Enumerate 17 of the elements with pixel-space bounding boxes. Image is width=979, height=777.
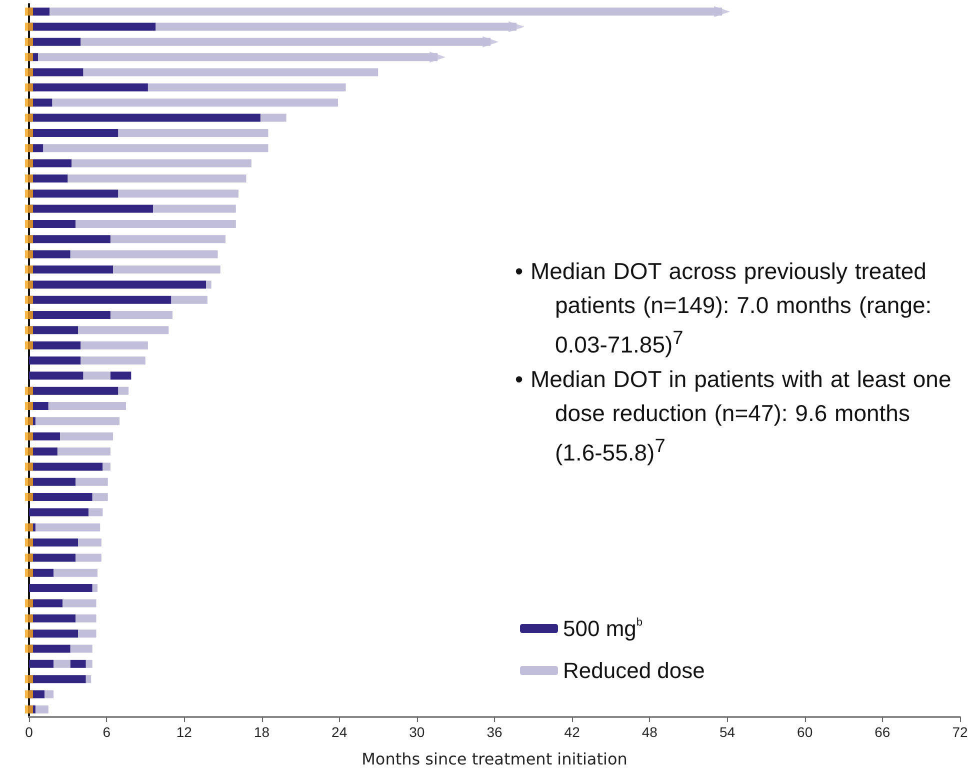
annotation: • Median DOT across previously treated patients (n=149): 7.0 months (range: 0.03-71.85)$^{7}$ bbox=[515, 257, 933, 360]
x-tick-label: 54 bbox=[719, 724, 736, 740]
x-tick-label: 18 bbox=[254, 724, 270, 740]
x-tick-label: 66 bbox=[874, 724, 890, 740]
x-tick-label: 60 bbox=[797, 724, 813, 740]
x-axis-title: Months since treatment initiation bbox=[362, 750, 628, 768]
x-tick-label: 36 bbox=[486, 724, 502, 740]
x-tick-label: 30 bbox=[409, 724, 425, 740]
x-tick-label: 12 bbox=[176, 724, 192, 740]
x-tick-label: 6 bbox=[102, 724, 111, 740]
x-tick-label: 24 bbox=[332, 724, 348, 740]
annotation: • Median DOT in patients with at least one dose reduction (n=47): 9.6 months (1.6-55.8)$^{7}$ bbox=[515, 364, 952, 468]
x-tick-label: 72 bbox=[952, 724, 968, 740]
legend-label: Reduced dose bbox=[563, 658, 705, 683]
x-tick-label: 48 bbox=[642, 724, 658, 740]
x-tick-label: 0 bbox=[25, 724, 34, 740]
x-tick-label: 42 bbox=[564, 724, 580, 740]
